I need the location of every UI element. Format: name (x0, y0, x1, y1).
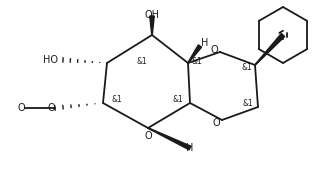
Text: O: O (144, 131, 152, 141)
Text: &1: &1 (172, 95, 183, 104)
Polygon shape (255, 33, 285, 65)
Text: H: H (186, 143, 194, 153)
Text: O: O (212, 118, 220, 128)
Text: &1: &1 (241, 63, 252, 72)
Polygon shape (188, 45, 202, 63)
Text: H: H (201, 38, 208, 48)
Polygon shape (148, 128, 191, 150)
Text: O: O (17, 103, 25, 113)
Text: &1: &1 (136, 57, 147, 66)
Text: O: O (210, 45, 218, 55)
Text: &1: &1 (242, 99, 253, 108)
Text: OH: OH (144, 10, 159, 20)
Text: O: O (47, 103, 55, 113)
Polygon shape (150, 16, 154, 35)
Text: &1: &1 (112, 95, 123, 104)
Text: &1: &1 (191, 57, 202, 66)
Text: HO: HO (43, 55, 58, 65)
